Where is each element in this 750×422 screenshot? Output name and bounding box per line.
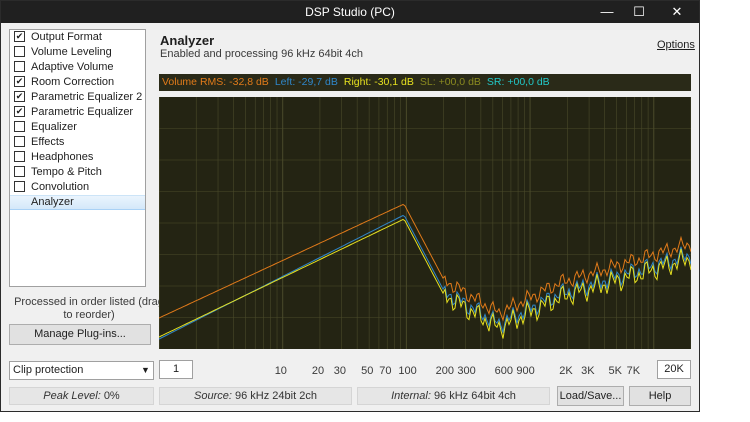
plugin-item[interactable]: Analyzer: [10, 195, 145, 210]
checkbox-icon[interactable]: [14, 61, 25, 72]
plugin-name: Volume Leveling: [31, 46, 112, 58]
source-field: Source: 96 kHz 24bit 2ch: [159, 387, 352, 405]
spectrum-plot[interactable]: [159, 97, 691, 349]
plugin-name: Room Correction: [31, 76, 115, 88]
maximize-button[interactable]: ☐: [633, 4, 645, 19]
frequency-tick-label: 30: [333, 365, 346, 377]
plugin-name: Adaptive Volume: [31, 61, 114, 73]
plugin-item[interactable]: ✔ Parametric Equalizer 2: [10, 90, 145, 105]
plugin-item[interactable]: Effects: [10, 135, 145, 150]
source-value: 96 kHz 24bit 2ch: [235, 390, 317, 402]
checkbox-icon[interactable]: [14, 136, 25, 147]
frequency-tick-label: 5K: [608, 365, 622, 377]
plugin-name: Tempo & Pitch: [31, 166, 102, 178]
plugin-item[interactable]: Equalizer: [10, 120, 145, 135]
plugin-item[interactable]: Tempo & Pitch: [10, 165, 145, 180]
frequency-tick-label: 2K: [559, 365, 573, 377]
max-frequency-input[interactable]: 20K: [657, 360, 691, 379]
horizontal-grid: [159, 128, 691, 318]
left-curve: [159, 214, 691, 340]
rms-curve: [159, 203, 691, 322]
frequency-tick-label: 20: [311, 365, 325, 377]
close-button[interactable]: ✕: [671, 4, 683, 19]
level-stat: Left: -29,7 dB: [274, 76, 338, 88]
plugin-item[interactable]: Convolution: [10, 180, 145, 195]
level-stat: SL: +00,0 dB: [419, 76, 481, 88]
internal-value: 96 kHz 64bit 4ch: [433, 390, 516, 402]
spectrum-chart: [159, 97, 691, 349]
frequency-tick-label: 300: [457, 365, 476, 377]
peak-level-value: 0%: [103, 390, 120, 402]
frequency-tick-label: 10: [274, 365, 287, 377]
plugin-item[interactable]: Volume Leveling: [10, 45, 145, 60]
frequency-tick-label: 600: [494, 365, 513, 377]
dsp-studio-window: DSP Studio (PC) — ☐ ✕ ✔ Output Format Volu…: [0, 0, 700, 412]
checkbox-checked-icon[interactable]: ✔: [14, 91, 25, 102]
order-note: Processed in order listed (drag to reord…: [14, 296, 164, 321]
plugin-item[interactable]: ✔ Room Correction: [10, 75, 145, 90]
checkbox-icon[interactable]: [14, 46, 25, 57]
min-frequency-input[interactable]: 1: [159, 360, 193, 379]
internal-field: Internal: 96 kHz 64bit 4ch: [357, 387, 550, 405]
load-save-button[interactable]: Load/Save...: [557, 386, 624, 406]
level-stat: SR: +00,0 dB: [486, 76, 550, 88]
checkbox-icon[interactable]: [14, 121, 25, 132]
plugin-item[interactable]: ✔ Output Format: [10, 30, 145, 45]
help-button[interactable]: Help: [629, 386, 691, 406]
level-stat: Volume RMS: -32,8 dB: [162, 76, 269, 88]
plugin-name: Parametric Equalizer 2: [31, 91, 143, 103]
frequency-tick-label: 70: [379, 365, 392, 377]
source-label: Source:: [194, 390, 232, 402]
level-stat: Right: -30,1 dB: [343, 76, 414, 88]
frequency-tick-label: 900: [516, 365, 535, 377]
plugin-name: Effects: [31, 136, 65, 148]
plugin-item[interactable]: ✔ Parametric Equalizer: [10, 105, 145, 120]
chevron-down-icon[interactable]: ▼: [141, 365, 150, 375]
options-link[interactable]: Options: [657, 39, 695, 51]
plugin-name: Analyzer: [31, 196, 74, 208]
title-bar[interactable]: DSP Studio (PC) — ☐ ✕: [1, 1, 699, 23]
right-curve: [159, 218, 691, 339]
page-title: Analyzer: [160, 33, 215, 48]
peak-level-label: Peak Level:: [43, 390, 101, 402]
plugin-name: Output Format: [31, 31, 102, 43]
frequency-tick-label: 100: [398, 365, 417, 377]
checkbox-icon[interactable]: [14, 151, 25, 162]
internal-label: Internal:: [391, 390, 431, 402]
minimize-button[interactable]: —: [600, 4, 614, 19]
plugin-list[interactable]: ✔ Output Format Volume Leveling Adaptive Vo…: [9, 29, 146, 287]
frequency-tick-label: 50: [361, 365, 374, 377]
peak-level-field: Peak Level: 0%: [9, 387, 154, 405]
checkbox-checked-icon[interactable]: ✔: [14, 106, 25, 117]
checkbox-icon[interactable]: [14, 181, 25, 192]
manage-plugins-button[interactable]: Manage Plug-ins...: [9, 324, 151, 345]
window-title: DSP Studio (PC): [305, 5, 395, 19]
plugin-item[interactable]: Headphones: [10, 150, 145, 165]
page-subtitle: Enabled and processing 96 kHz 64bit 4ch: [160, 48, 364, 60]
plugin-name: Convolution: [31, 181, 90, 193]
checkbox-checked-icon[interactable]: ✔: [14, 76, 25, 87]
frequency-tick-label: 7K: [626, 365, 641, 377]
plugin-name: Parametric Equalizer: [31, 106, 134, 118]
clip-protection-value: Clip protection: [13, 364, 84, 376]
plugin-name: Headphones: [31, 151, 94, 163]
checkbox-checked-icon[interactable]: ✔: [14, 31, 25, 42]
frequency-tick-label: 3K: [581, 365, 595, 377]
checkbox-icon[interactable]: [14, 166, 25, 177]
clip-protection-select[interactable]: Clip protection ▼: [9, 361, 154, 380]
plugin-item[interactable]: Adaptive Volume: [10, 60, 145, 75]
plugin-name: Equalizer: [31, 121, 77, 133]
frequency-tick-label: 200: [435, 365, 454, 377]
level-stats-bar: Volume RMS: -32,8 dB Left: -29,7 dB Right:…: [159, 74, 691, 91]
